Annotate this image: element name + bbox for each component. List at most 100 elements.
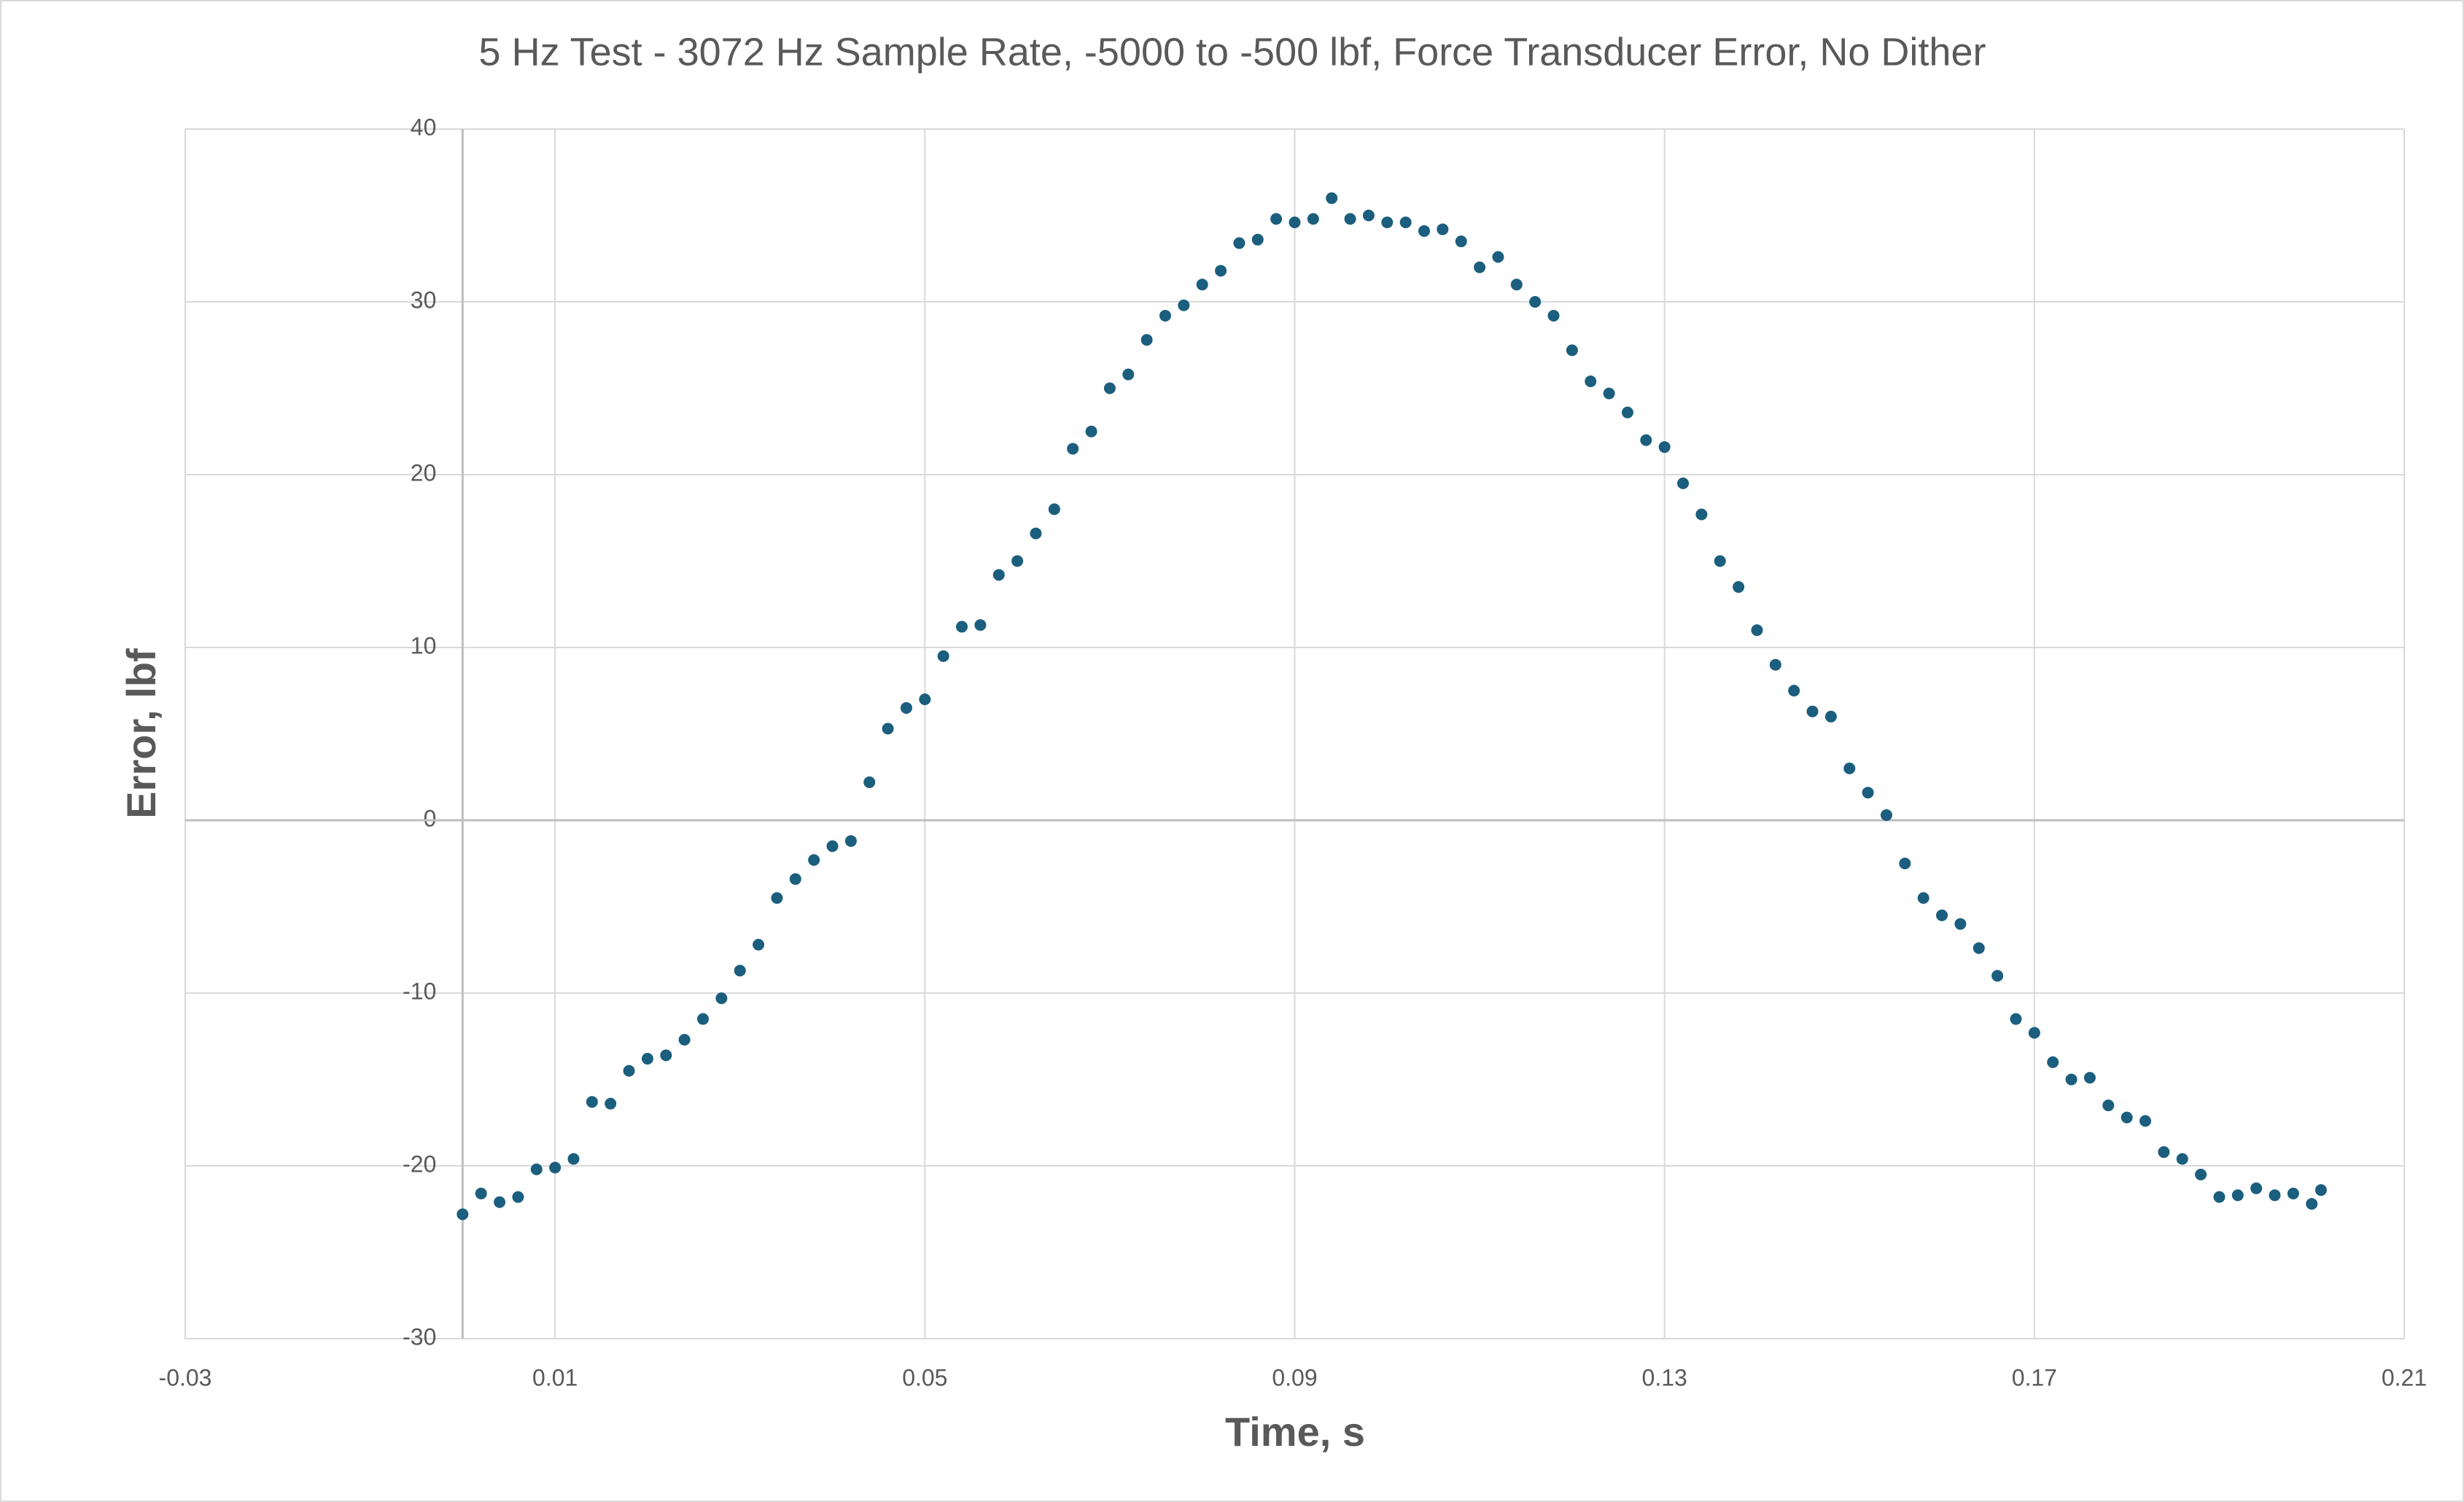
y-tick-label: -10	[403, 978, 436, 1004]
data-point	[697, 1013, 710, 1025]
data-point	[826, 840, 839, 852]
data-point	[2287, 1187, 2299, 1199]
data-point	[641, 1053, 653, 1065]
data-point	[808, 854, 820, 866]
x-tick-label: 0.21	[2382, 1364, 2427, 1390]
data-point	[2269, 1189, 2281, 1202]
y-tick-label: 20	[411, 459, 437, 486]
data-point	[1733, 581, 1745, 594]
data-point	[2083, 1072, 2096, 1084]
data-point	[2065, 1073, 2078, 1086]
data-point	[992, 569, 1005, 581]
data-point	[1159, 309, 1171, 322]
data-point	[1362, 209, 1375, 222]
data-point	[715, 992, 728, 1005]
data-point	[1122, 368, 1135, 381]
data-point	[1510, 279, 1523, 291]
data-point	[2195, 1168, 2207, 1180]
data-point	[937, 650, 949, 662]
data-point	[1862, 787, 1874, 799]
x-axis-title: Time, s	[1225, 1409, 1365, 1455]
data-point	[1048, 503, 1060, 515]
data-point	[2139, 1115, 2151, 1127]
data-point	[1843, 762, 1856, 774]
data-point	[956, 620, 968, 633]
data-point	[1289, 216, 1301, 228]
data-point	[1067, 443, 1079, 455]
data-point	[1640, 434, 1652, 446]
x-tick-label: 0.05	[902, 1364, 947, 1390]
data-point	[1344, 213, 1356, 225]
data-point	[1973, 942, 1985, 954]
data-point	[734, 965, 746, 977]
data-point	[1307, 213, 1319, 225]
y-tick-label: 30	[411, 287, 437, 313]
data-point	[1991, 970, 2004, 982]
data-point	[789, 873, 801, 885]
data-point	[1140, 334, 1153, 346]
data-point	[2306, 1198, 2318, 1210]
data-point	[549, 1161, 561, 1174]
data-point	[530, 1163, 543, 1175]
data-point	[1474, 261, 1486, 273]
y-tick-label: 10	[411, 632, 437, 658]
data-point	[2047, 1056, 2059, 1068]
data-point	[1806, 705, 1819, 717]
data-point	[1085, 425, 1097, 437]
data-point	[2176, 1153, 2188, 1165]
data-point	[919, 693, 931, 706]
data-point	[1714, 555, 1726, 567]
data-point	[2158, 1146, 2170, 1159]
x-tick-label: 0.09	[1272, 1364, 1317, 1390]
data-point	[1178, 299, 1190, 311]
data-point	[1677, 477, 1690, 489]
data-point	[882, 723, 894, 735]
data-point	[1492, 251, 1504, 263]
data-point	[753, 938, 765, 951]
data-point	[844, 835, 857, 847]
y-tick-label: 40	[411, 114, 437, 140]
data-point	[863, 776, 876, 788]
data-point	[1751, 624, 1763, 637]
data-point	[1326, 192, 1338, 204]
data-point	[512, 1191, 524, 1203]
data-point	[2250, 1182, 2263, 1194]
data-point	[2121, 1111, 2133, 1124]
data-point	[1381, 216, 1394, 228]
data-point	[1270, 213, 1283, 225]
data-point	[1695, 508, 1708, 521]
data-point	[2231, 1189, 2244, 1202]
data-point	[1529, 296, 1542, 308]
data-point	[1824, 710, 1837, 723]
x-tick-label: 0.17	[2012, 1364, 2057, 1390]
data-point	[2102, 1100, 2115, 1112]
y-tick-label: -20	[403, 1151, 436, 1177]
x-tick-label: 0.13	[1642, 1364, 1687, 1390]
y-tick-label: -30	[403, 1323, 436, 1350]
data-point	[2213, 1191, 2226, 1203]
data-point	[1215, 265, 1227, 277]
data-point	[586, 1096, 598, 1108]
data-point	[1103, 382, 1116, 394]
y-tick-label: 0	[424, 805, 437, 831]
data-point	[1437, 223, 1449, 236]
data-point	[900, 701, 912, 714]
data-point	[1233, 237, 1245, 249]
data-point	[1196, 279, 1208, 291]
data-point	[1621, 406, 1633, 419]
data-point	[1899, 857, 1911, 870]
y-axis-title: Error, lbf	[118, 648, 164, 819]
data-point	[623, 1065, 635, 1077]
x-tick-label: 0.01	[532, 1364, 578, 1390]
data-point	[494, 1196, 506, 1208]
data-point	[1418, 225, 1431, 237]
data-point	[1954, 918, 1967, 930]
data-point	[1917, 892, 1929, 904]
data-point	[475, 1187, 487, 1199]
data-point	[1788, 685, 1800, 697]
data-point	[771, 892, 783, 904]
data-point	[678, 1033, 691, 1046]
data-point	[1603, 387, 1615, 400]
